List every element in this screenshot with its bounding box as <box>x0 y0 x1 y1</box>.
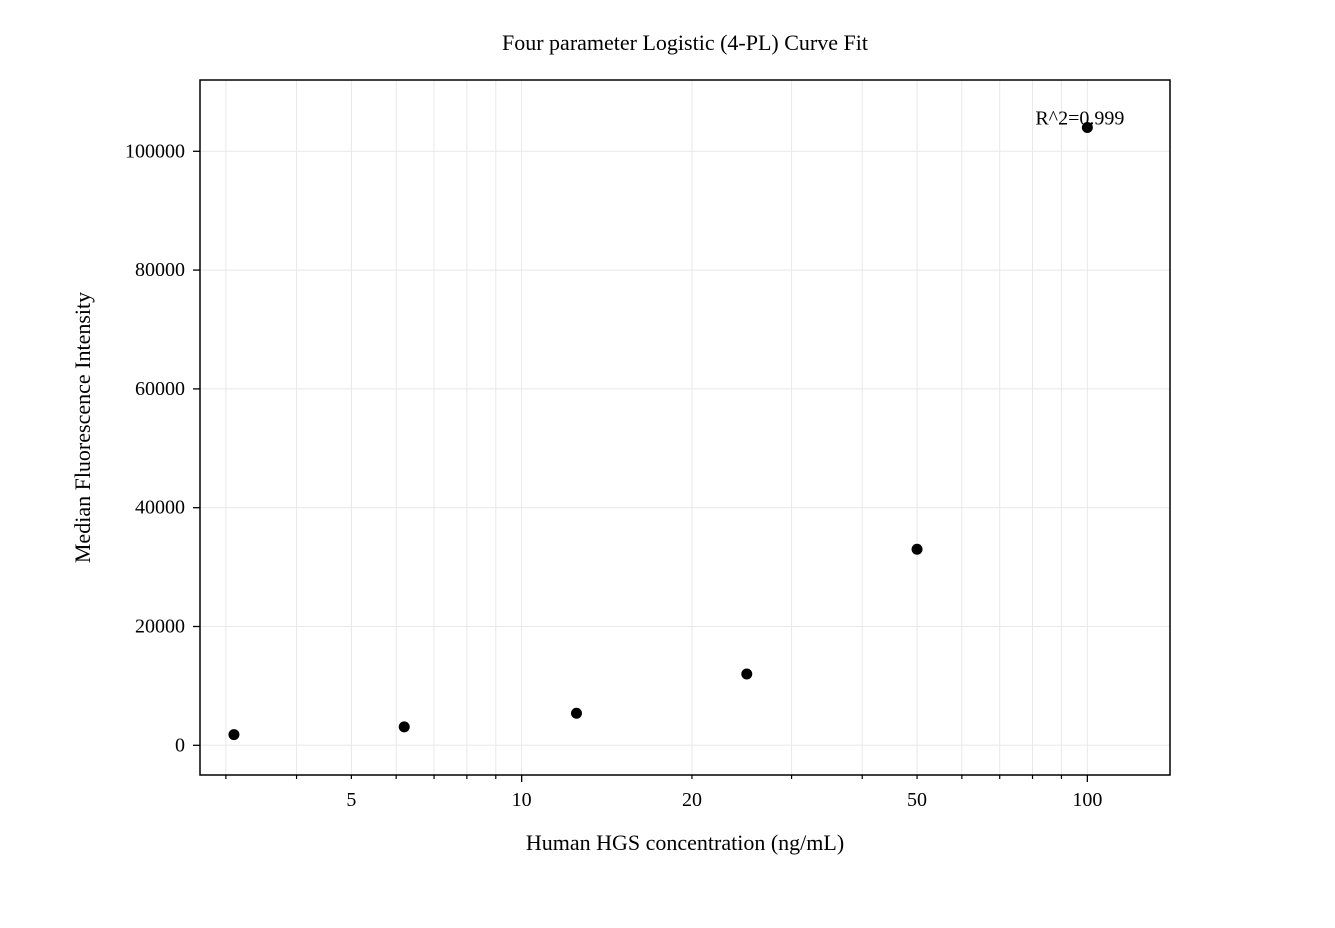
svg-text:20000: 20000 <box>135 615 185 637</box>
chart-svg: 10 100 5 20 50 0 20000 40000 60000 80000 100000 Fou… <box>0 0 1335 928</box>
svg-text:100: 100 <box>1072 789 1102 811</box>
x-axis-label: Human HGS concentration (ng/mL) <box>526 830 844 855</box>
svg-text:0: 0 <box>175 734 185 756</box>
svg-text:10: 10 <box>512 789 532 811</box>
svg-text:80000: 80000 <box>135 259 185 281</box>
svg-text:5: 5 <box>346 789 356 811</box>
chart-title: Four parameter Logistic (4-PL) Curve Fit <box>502 30 868 55</box>
chart-container: 10 100 5 20 50 0 20000 40000 60000 80000 100000 Fou… <box>0 0 1335 928</box>
svg-text:50: 50 <box>907 789 927 811</box>
svg-text:20: 20 <box>682 789 702 811</box>
svg-text:100000: 100000 <box>125 140 185 162</box>
y-axis-label: Median Fluorescence Intensity <box>70 292 95 563</box>
r-squared-annotation: R^2=0.999 <box>1035 108 1124 130</box>
svg-text:60000: 60000 <box>135 378 185 400</box>
svg-text:40000: 40000 <box>135 497 185 519</box>
